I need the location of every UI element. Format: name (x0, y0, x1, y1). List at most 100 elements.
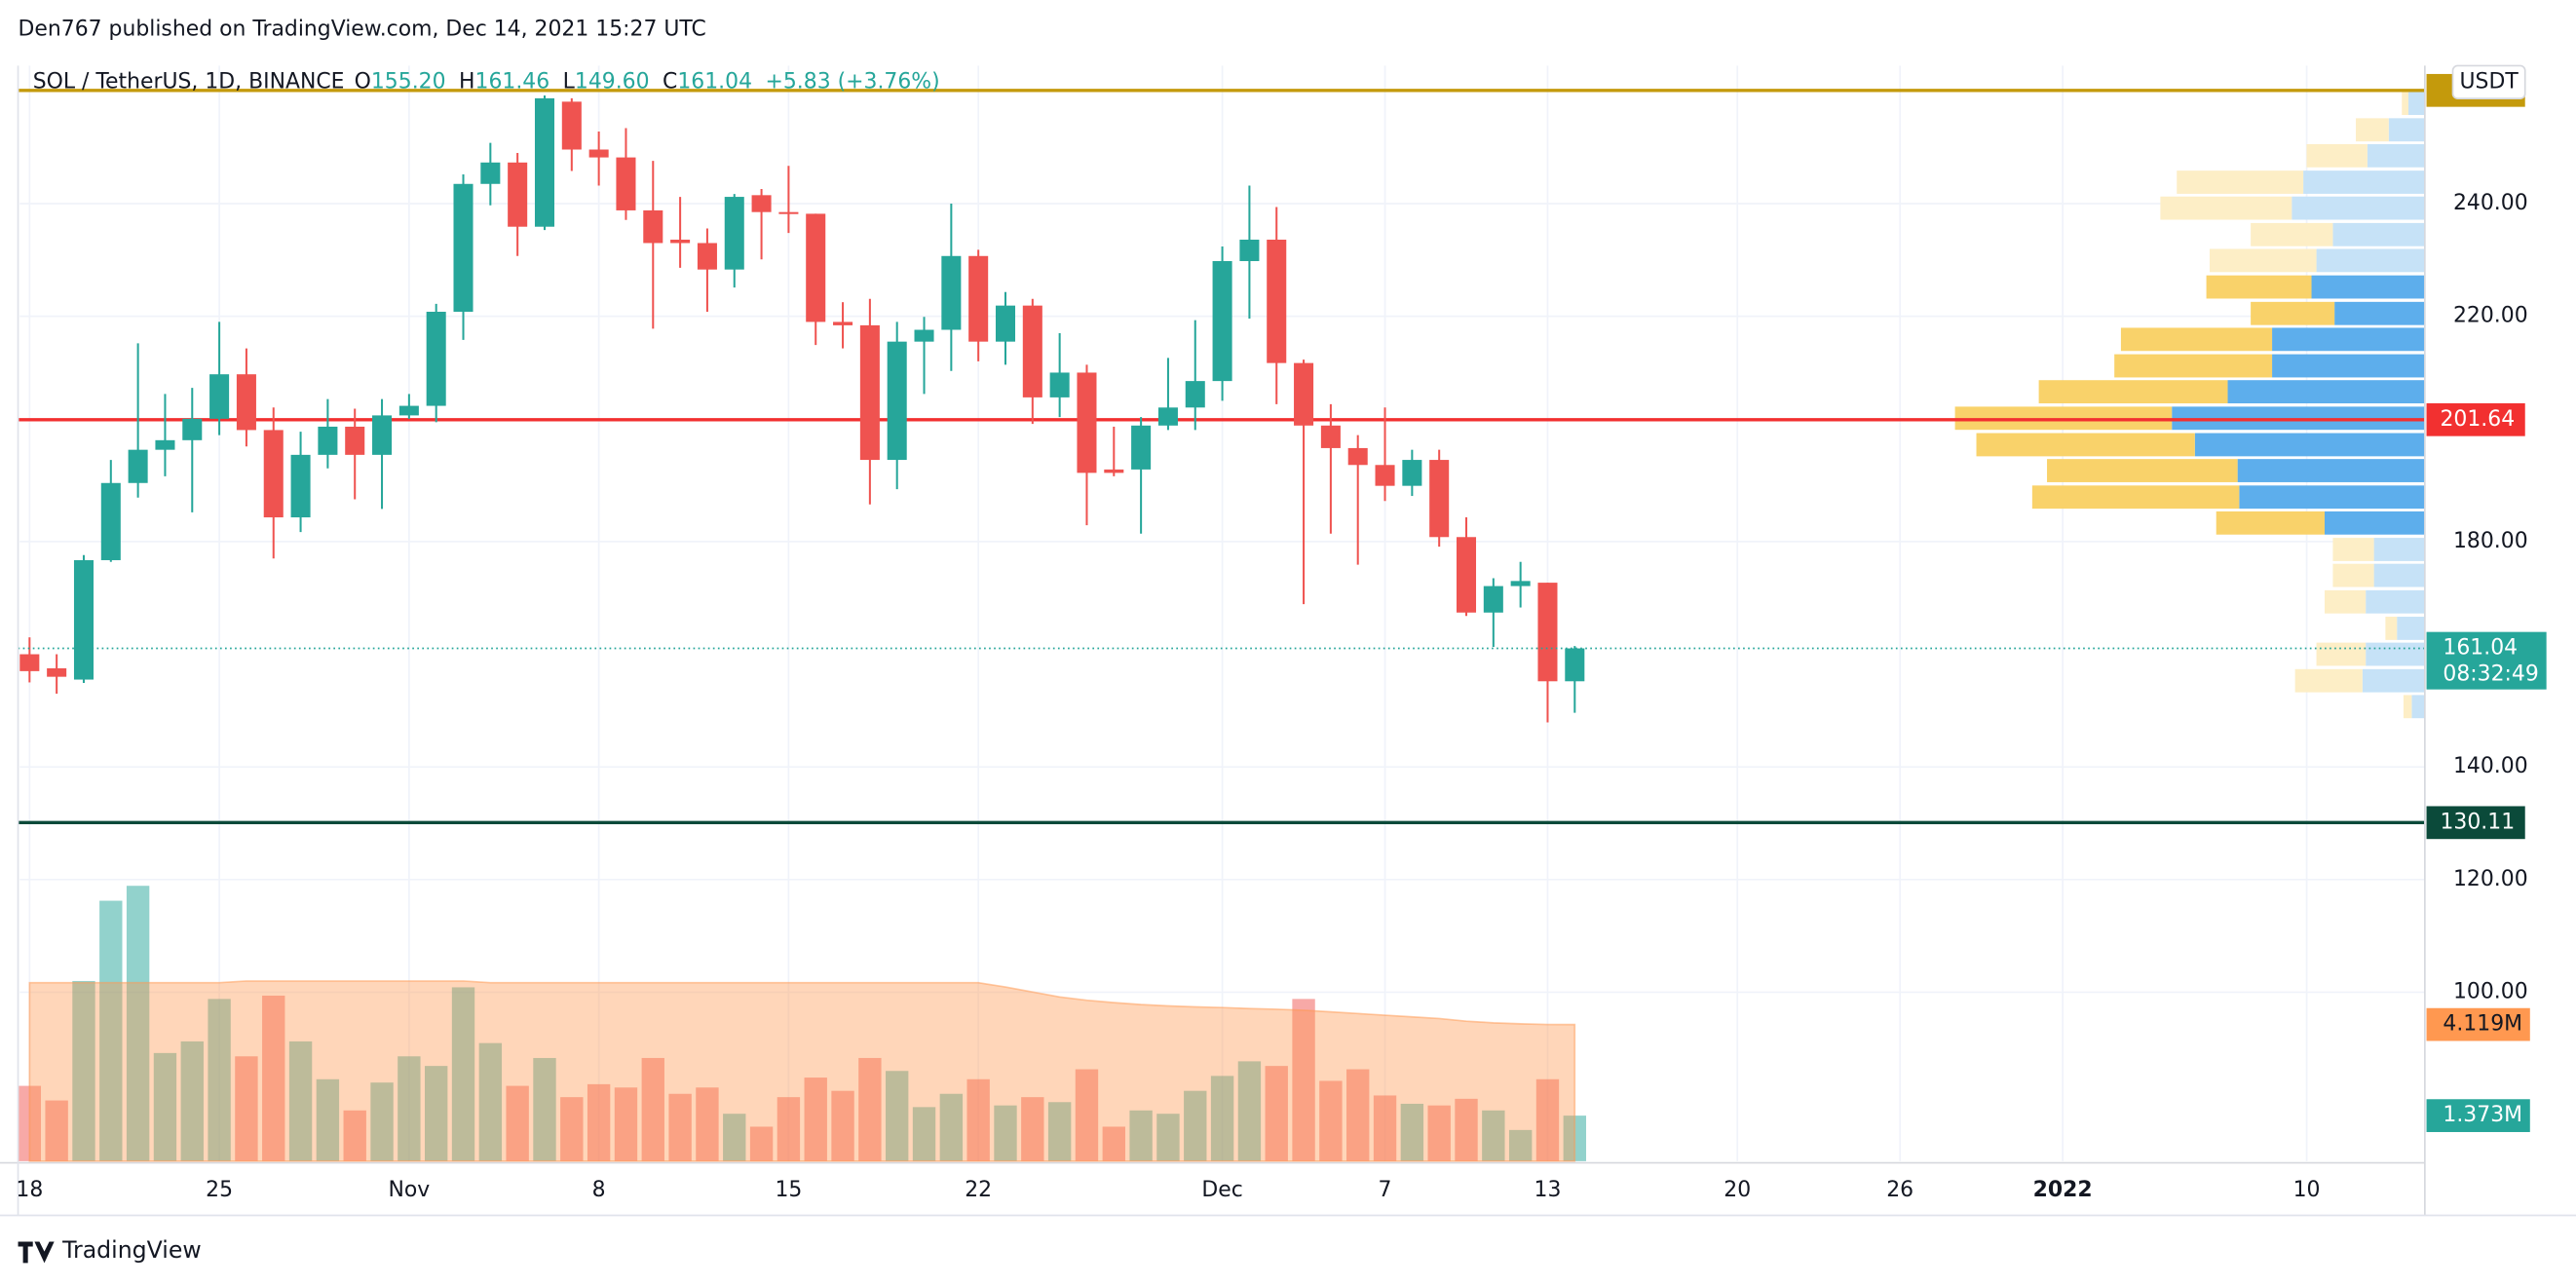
volume-bar (1265, 1066, 1288, 1161)
profile-up (2332, 222, 2425, 246)
volume-bar (153, 1052, 177, 1161)
footer-logo (18, 1241, 55, 1264)
candle-body (778, 211, 799, 214)
profile-down (2209, 248, 2317, 273)
candle-body (588, 149, 609, 158)
currency-box[interactable] (2451, 64, 2526, 99)
volume-bar (478, 1042, 503, 1161)
currency[interactable]: USDT (2460, 69, 2519, 94)
candle-body (73, 559, 94, 680)
x-tick-label: 15 (775, 1178, 802, 1202)
profile-down (2332, 538, 2374, 561)
profile-down (2047, 459, 2238, 482)
volume-bar (1508, 1129, 1533, 1161)
volume-bar (587, 1083, 611, 1161)
candle-body (426, 312, 446, 406)
profile-up (2373, 563, 2425, 587)
candle-body (1049, 372, 1070, 397)
candle-body (751, 195, 772, 212)
candle-body (155, 439, 175, 450)
volume-bar (370, 1082, 394, 1161)
candle-body (182, 418, 203, 440)
x-tick-label: 10 (2293, 1178, 2321, 1202)
volume-bar (451, 987, 475, 1161)
candle-body (670, 240, 691, 244)
profile-up (2311, 275, 2425, 299)
candle-body (508, 162, 528, 227)
candle-body (480, 162, 501, 184)
volume-bar (723, 1114, 746, 1161)
profile-down (2294, 668, 2363, 693)
profile-up (2366, 642, 2425, 666)
candle-body (1104, 469, 1124, 473)
profile-down (2216, 511, 2326, 535)
profile-down (2160, 196, 2292, 220)
volume-bar (1373, 1095, 1397, 1161)
profile-down (2114, 354, 2273, 378)
volume-bar (886, 1071, 909, 1161)
level-label-box (2426, 806, 2525, 840)
candle-body (19, 654, 40, 671)
last-price-box (2426, 631, 2547, 690)
candle-body (724, 197, 744, 270)
candle-body (398, 405, 419, 416)
candle-body (1239, 240, 1260, 261)
x-tick-label: 26 (1886, 1178, 1913, 1202)
volume-bar (126, 886, 150, 1161)
volume-bar (1427, 1105, 1451, 1161)
candle-body (1077, 372, 1097, 473)
candle-body (534, 97, 555, 227)
ma-label-box (2426, 1007, 2530, 1041)
candle-body (290, 454, 311, 518)
candle-body (1483, 586, 1503, 613)
x-tick-label: 7 (1379, 1178, 1392, 1202)
y-tick-label: 220.00 (2453, 304, 2528, 328)
h-value: 161.46 (475, 69, 550, 94)
candle-body (697, 243, 717, 270)
level-label: 130.11 (2440, 810, 2515, 834)
profile-down (2251, 222, 2333, 246)
volume-bar (288, 1040, 313, 1161)
volume-bar (560, 1097, 584, 1161)
volume-bar (1400, 1103, 1424, 1161)
footer: TradingView (61, 1236, 202, 1264)
volume-bar (966, 1078, 990, 1161)
volume-bar (912, 1107, 936, 1161)
y-tick-label: 100.00 (2453, 979, 2528, 1003)
symbol: SOL / TetherUS, 1D, BINANCE (33, 69, 345, 94)
volume-bar (1075, 1069, 1099, 1161)
y-tick-label: 240.00 (2453, 191, 2528, 215)
profile-up (2411, 695, 2425, 719)
x-tick-label: 25 (206, 1178, 233, 1202)
volume-ma-area (28, 980, 1576, 1162)
profile-down (2206, 275, 2312, 299)
profile-up (2362, 668, 2425, 693)
volume-bar (1455, 1098, 1478, 1161)
volume-bar (641, 1057, 664, 1161)
volume-bar (858, 1057, 882, 1161)
candle-body (1294, 362, 1314, 426)
candle-body (806, 213, 826, 322)
candle-body (914, 329, 934, 342)
profile-down (2251, 301, 2335, 325)
candle-body (1157, 407, 1178, 426)
volume-bar (1319, 1080, 1343, 1161)
profile-down (2031, 485, 2240, 510)
candle-body (968, 255, 989, 342)
x-tick-label: 18 (16, 1178, 43, 1202)
candle-body (1267, 240, 1287, 363)
x-tick-label: 13 (1534, 1178, 1562, 1202)
l-label: L (563, 69, 576, 94)
candle-body (995, 305, 1016, 342)
volume-bar (180, 1040, 204, 1161)
candle-body (1320, 425, 1341, 448)
candle-body (859, 324, 880, 461)
candle-body (941, 255, 962, 330)
profile-down (2316, 642, 2367, 666)
x-tick-label: 22 (965, 1178, 992, 1202)
candle-body (1375, 465, 1395, 486)
volume-bar (425, 1066, 448, 1161)
volume-bar (1129, 1110, 1153, 1161)
